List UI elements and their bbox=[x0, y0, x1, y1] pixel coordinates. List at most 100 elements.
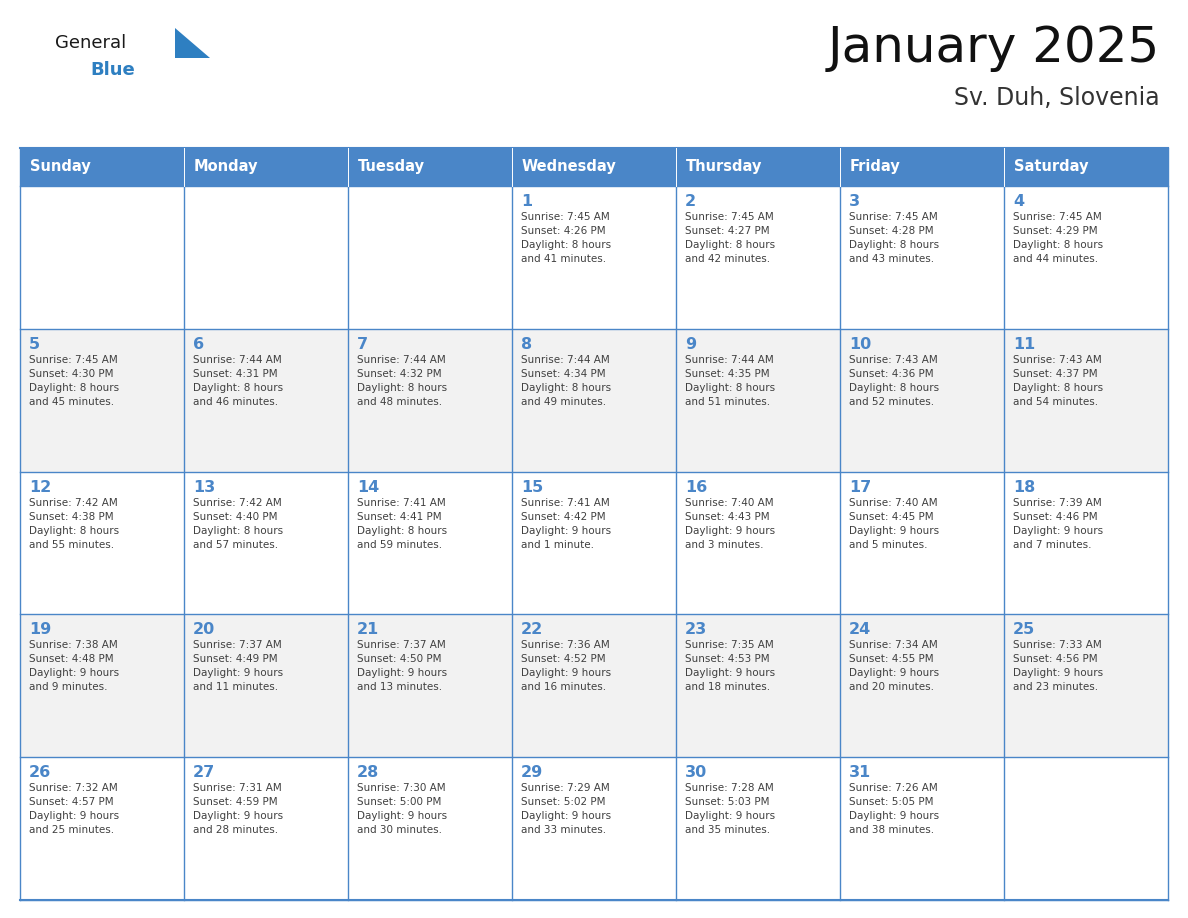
Bar bbox=[1004, 614, 1168, 757]
Text: Sunrise: 7:31 AM
Sunset: 4:59 PM
Daylight: 9 hours
and 28 minutes.: Sunrise: 7:31 AM Sunset: 4:59 PM Dayligh… bbox=[192, 783, 283, 835]
Text: 31: 31 bbox=[849, 766, 871, 780]
Bar bbox=[512, 472, 676, 614]
Bar bbox=[676, 186, 840, 329]
Text: Saturday: Saturday bbox=[1013, 160, 1088, 174]
Bar bbox=[184, 186, 348, 329]
Bar bbox=[840, 757, 1004, 900]
Text: Tuesday: Tuesday bbox=[358, 160, 425, 174]
Text: Sunrise: 7:39 AM
Sunset: 4:46 PM
Daylight: 9 hours
and 7 minutes.: Sunrise: 7:39 AM Sunset: 4:46 PM Dayligh… bbox=[1013, 498, 1104, 550]
Text: Sunrise: 7:30 AM
Sunset: 5:00 PM
Daylight: 9 hours
and 30 minutes.: Sunrise: 7:30 AM Sunset: 5:00 PM Dayligh… bbox=[358, 783, 447, 835]
Text: 18: 18 bbox=[1013, 479, 1035, 495]
Text: Sunrise: 7:40 AM
Sunset: 4:43 PM
Daylight: 9 hours
and 3 minutes.: Sunrise: 7:40 AM Sunset: 4:43 PM Dayligh… bbox=[685, 498, 775, 550]
Bar bbox=[840, 148, 1004, 186]
Bar bbox=[512, 757, 676, 900]
Text: Sunrise: 7:43 AM
Sunset: 4:36 PM
Daylight: 8 hours
and 52 minutes.: Sunrise: 7:43 AM Sunset: 4:36 PM Dayligh… bbox=[849, 354, 940, 407]
Text: 3: 3 bbox=[849, 194, 860, 209]
Text: Sunrise: 7:34 AM
Sunset: 4:55 PM
Daylight: 9 hours
and 20 minutes.: Sunrise: 7:34 AM Sunset: 4:55 PM Dayligh… bbox=[849, 641, 940, 692]
Bar bbox=[20, 148, 184, 186]
Text: Sunrise: 7:45 AM
Sunset: 4:30 PM
Daylight: 8 hours
and 45 minutes.: Sunrise: 7:45 AM Sunset: 4:30 PM Dayligh… bbox=[29, 354, 119, 407]
Text: 15: 15 bbox=[522, 479, 543, 495]
Text: Wednesday: Wednesday bbox=[522, 160, 617, 174]
Text: Sunday: Sunday bbox=[30, 160, 90, 174]
Bar bbox=[1004, 757, 1168, 900]
Text: Sunrise: 7:37 AM
Sunset: 4:50 PM
Daylight: 9 hours
and 13 minutes.: Sunrise: 7:37 AM Sunset: 4:50 PM Dayligh… bbox=[358, 641, 447, 692]
Text: 22: 22 bbox=[522, 622, 543, 637]
Text: Blue: Blue bbox=[90, 61, 134, 79]
Bar bbox=[348, 472, 512, 614]
Text: General: General bbox=[55, 34, 126, 52]
Text: 11: 11 bbox=[1013, 337, 1035, 352]
Text: Sunrise: 7:44 AM
Sunset: 4:34 PM
Daylight: 8 hours
and 49 minutes.: Sunrise: 7:44 AM Sunset: 4:34 PM Dayligh… bbox=[522, 354, 611, 407]
Bar bbox=[184, 329, 348, 472]
Text: Sunrise: 7:35 AM
Sunset: 4:53 PM
Daylight: 9 hours
and 18 minutes.: Sunrise: 7:35 AM Sunset: 4:53 PM Dayligh… bbox=[685, 641, 775, 692]
Text: Sunrise: 7:41 AM
Sunset: 4:42 PM
Daylight: 9 hours
and 1 minute.: Sunrise: 7:41 AM Sunset: 4:42 PM Dayligh… bbox=[522, 498, 611, 550]
Text: 2: 2 bbox=[685, 194, 696, 209]
Text: Sv. Duh, Slovenia: Sv. Duh, Slovenia bbox=[954, 86, 1159, 110]
Bar bbox=[840, 329, 1004, 472]
Bar bbox=[348, 757, 512, 900]
Text: 20: 20 bbox=[192, 622, 215, 637]
Text: Sunrise: 7:37 AM
Sunset: 4:49 PM
Daylight: 9 hours
and 11 minutes.: Sunrise: 7:37 AM Sunset: 4:49 PM Dayligh… bbox=[192, 641, 283, 692]
Text: Sunrise: 7:45 AM
Sunset: 4:26 PM
Daylight: 8 hours
and 41 minutes.: Sunrise: 7:45 AM Sunset: 4:26 PM Dayligh… bbox=[522, 212, 611, 264]
Text: Sunrise: 7:42 AM
Sunset: 4:40 PM
Daylight: 8 hours
and 57 minutes.: Sunrise: 7:42 AM Sunset: 4:40 PM Dayligh… bbox=[192, 498, 283, 550]
Text: 30: 30 bbox=[685, 766, 707, 780]
Text: Sunrise: 7:36 AM
Sunset: 4:52 PM
Daylight: 9 hours
and 16 minutes.: Sunrise: 7:36 AM Sunset: 4:52 PM Dayligh… bbox=[522, 641, 611, 692]
Text: Sunrise: 7:41 AM
Sunset: 4:41 PM
Daylight: 8 hours
and 59 minutes.: Sunrise: 7:41 AM Sunset: 4:41 PM Dayligh… bbox=[358, 498, 447, 550]
Text: Sunrise: 7:45 AM
Sunset: 4:29 PM
Daylight: 8 hours
and 44 minutes.: Sunrise: 7:45 AM Sunset: 4:29 PM Dayligh… bbox=[1013, 212, 1104, 264]
Text: 21: 21 bbox=[358, 622, 379, 637]
Text: Sunrise: 7:26 AM
Sunset: 5:05 PM
Daylight: 9 hours
and 38 minutes.: Sunrise: 7:26 AM Sunset: 5:05 PM Dayligh… bbox=[849, 783, 940, 835]
Text: January 2025: January 2025 bbox=[828, 24, 1159, 72]
Text: Sunrise: 7:43 AM
Sunset: 4:37 PM
Daylight: 8 hours
and 54 minutes.: Sunrise: 7:43 AM Sunset: 4:37 PM Dayligh… bbox=[1013, 354, 1104, 407]
Bar bbox=[184, 148, 348, 186]
Bar bbox=[676, 148, 840, 186]
Bar bbox=[676, 757, 840, 900]
Bar bbox=[1004, 472, 1168, 614]
Bar bbox=[512, 148, 676, 186]
Text: Thursday: Thursday bbox=[685, 160, 763, 174]
Text: Sunrise: 7:44 AM
Sunset: 4:32 PM
Daylight: 8 hours
and 48 minutes.: Sunrise: 7:44 AM Sunset: 4:32 PM Dayligh… bbox=[358, 354, 447, 407]
Bar bbox=[1004, 148, 1168, 186]
Text: Sunrise: 7:44 AM
Sunset: 4:35 PM
Daylight: 8 hours
and 51 minutes.: Sunrise: 7:44 AM Sunset: 4:35 PM Dayligh… bbox=[685, 354, 775, 407]
Bar bbox=[676, 329, 840, 472]
Bar bbox=[20, 329, 184, 472]
Bar bbox=[184, 614, 348, 757]
Text: Sunrise: 7:44 AM
Sunset: 4:31 PM
Daylight: 8 hours
and 46 minutes.: Sunrise: 7:44 AM Sunset: 4:31 PM Dayligh… bbox=[192, 354, 283, 407]
Bar bbox=[20, 472, 184, 614]
Text: Sunrise: 7:40 AM
Sunset: 4:45 PM
Daylight: 9 hours
and 5 minutes.: Sunrise: 7:40 AM Sunset: 4:45 PM Dayligh… bbox=[849, 498, 940, 550]
Bar bbox=[184, 757, 348, 900]
Text: Sunrise: 7:38 AM
Sunset: 4:48 PM
Daylight: 9 hours
and 9 minutes.: Sunrise: 7:38 AM Sunset: 4:48 PM Dayligh… bbox=[29, 641, 119, 692]
Text: 4: 4 bbox=[1013, 194, 1024, 209]
Text: Sunrise: 7:42 AM
Sunset: 4:38 PM
Daylight: 8 hours
and 55 minutes.: Sunrise: 7:42 AM Sunset: 4:38 PM Dayligh… bbox=[29, 498, 119, 550]
Bar bbox=[840, 186, 1004, 329]
Bar bbox=[512, 329, 676, 472]
Text: 16: 16 bbox=[685, 479, 707, 495]
Text: 10: 10 bbox=[849, 337, 871, 352]
Text: 26: 26 bbox=[29, 766, 51, 780]
Text: 17: 17 bbox=[849, 479, 871, 495]
Bar bbox=[184, 472, 348, 614]
Text: 1: 1 bbox=[522, 194, 532, 209]
Text: 28: 28 bbox=[358, 766, 379, 780]
Bar bbox=[676, 472, 840, 614]
Text: 19: 19 bbox=[29, 622, 51, 637]
Text: 13: 13 bbox=[192, 479, 215, 495]
Text: 25: 25 bbox=[1013, 622, 1035, 637]
Bar bbox=[348, 329, 512, 472]
Text: Sunrise: 7:45 AM
Sunset: 4:27 PM
Daylight: 8 hours
and 42 minutes.: Sunrise: 7:45 AM Sunset: 4:27 PM Dayligh… bbox=[685, 212, 775, 264]
Bar bbox=[20, 614, 184, 757]
Text: Monday: Monday bbox=[194, 160, 258, 174]
Bar bbox=[20, 186, 184, 329]
Text: 23: 23 bbox=[685, 622, 707, 637]
Text: 12: 12 bbox=[29, 479, 51, 495]
Text: Friday: Friday bbox=[849, 160, 901, 174]
Bar bbox=[676, 614, 840, 757]
Text: Sunrise: 7:45 AM
Sunset: 4:28 PM
Daylight: 8 hours
and 43 minutes.: Sunrise: 7:45 AM Sunset: 4:28 PM Dayligh… bbox=[849, 212, 940, 264]
Text: 29: 29 bbox=[522, 766, 543, 780]
Bar bbox=[348, 186, 512, 329]
Text: 24: 24 bbox=[849, 622, 871, 637]
Bar bbox=[512, 186, 676, 329]
Text: Sunrise: 7:29 AM
Sunset: 5:02 PM
Daylight: 9 hours
and 33 minutes.: Sunrise: 7:29 AM Sunset: 5:02 PM Dayligh… bbox=[522, 783, 611, 835]
Text: Sunrise: 7:28 AM
Sunset: 5:03 PM
Daylight: 9 hours
and 35 minutes.: Sunrise: 7:28 AM Sunset: 5:03 PM Dayligh… bbox=[685, 783, 775, 835]
Text: Sunrise: 7:32 AM
Sunset: 4:57 PM
Daylight: 9 hours
and 25 minutes.: Sunrise: 7:32 AM Sunset: 4:57 PM Dayligh… bbox=[29, 783, 119, 835]
Text: 14: 14 bbox=[358, 479, 379, 495]
